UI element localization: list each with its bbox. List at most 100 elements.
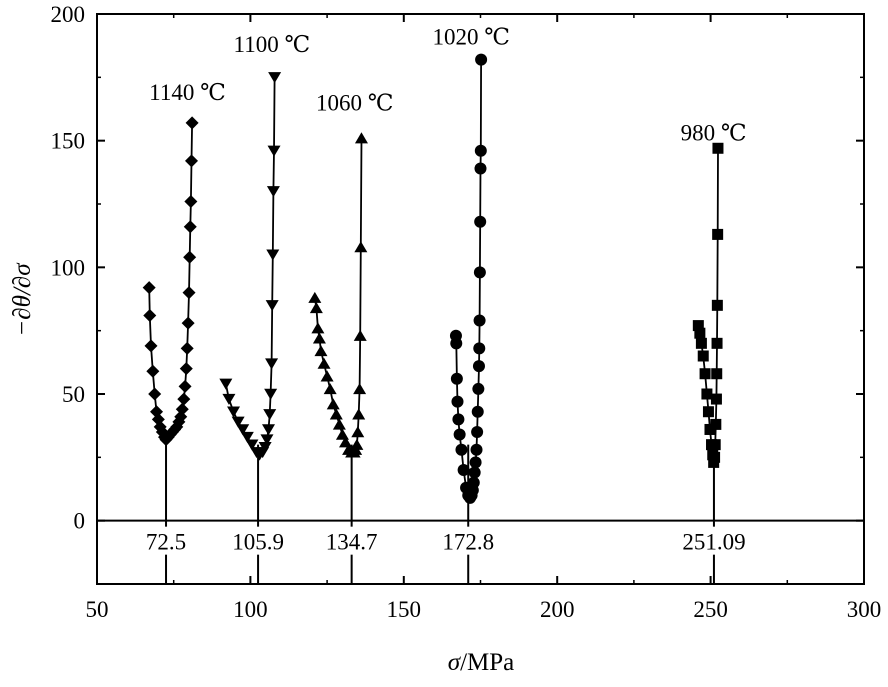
series-square [692,142,724,468]
series-labels: 1140 ℃ 1100 ℃ 1060 ℃ 1020 ℃ 980 ℃ [149,24,746,145]
series-temperature-label: 1060 ℃ [316,90,393,115]
x-axis-unit: /MPa [460,649,514,676]
y-tick-label: 0 [74,509,86,534]
x-tick-label: 300 [847,597,882,622]
triangle-down-marker [222,393,236,405]
critical-stress-label: 172.8 [442,530,494,555]
diamond-marker [175,402,189,416]
diamond-marker [183,220,197,234]
critical-label-bg [224,526,293,555]
square-marker [709,451,721,463]
triangle-down-marker [240,431,254,443]
square-marker [712,228,724,240]
triangle-down-marker [263,409,277,421]
y-tick-label: 50 [62,382,85,407]
triangle-down-marker [266,186,280,198]
square-marker [712,142,724,154]
circle-marker [474,215,487,228]
y-tick-label: 200 [51,2,86,27]
triangle-up-marker [352,408,366,420]
critical-label-bg [679,526,748,555]
circle-marker [452,413,465,426]
critical-label-bg [434,526,503,555]
x-axis-title: σ/MPa [448,649,515,676]
circle-marker [451,395,464,408]
circle-marker [455,443,468,456]
square-marker [710,418,722,430]
diamond-marker [146,364,160,378]
diamond-marker [182,286,196,300]
triangle-up-marker [320,370,334,382]
triangle-up-marker [308,291,322,303]
series-temperature-label: 1140 ℃ [149,80,226,105]
circle-marker [467,476,480,489]
triangle-up-marker [335,428,349,440]
series-triangle-up [308,132,368,458]
circle-marker [471,426,484,438]
diamond-marker [183,250,197,264]
triangle-down-marker [266,249,280,261]
triangle-up-marker [312,332,326,344]
series-temperature-label: 1100 ℃ [234,32,311,57]
circle-marker [475,53,488,66]
triangle-up-marker [311,322,325,334]
critical-label-bg [317,526,386,555]
x-tick-label: 100 [233,597,268,622]
diamond-marker [184,194,198,208]
square-marker [711,299,723,311]
x-axis-symbol: σ [448,649,462,676]
y-tick-label: 150 [51,129,86,154]
series-temperature-label: 1020 ℃ [433,24,510,49]
triangle-down-marker [265,300,279,312]
circle-marker [473,342,486,355]
triangle-down-marker [219,378,233,390]
square-marker [702,406,714,418]
diamond-marker [181,316,195,330]
triangle-down-marker [268,72,282,84]
x-tick-label: 200 [540,597,575,622]
series-line [313,138,363,454]
circle-marker [473,314,486,327]
critical-stress-label: 134.7 [326,530,378,555]
square-marker [711,337,723,349]
circle-marker [471,405,484,418]
diamond-marker [179,362,193,376]
critical-stress-label: 251.09 [682,530,745,555]
critical-stress-label: 72.5 [146,530,186,555]
circle-marker [474,162,487,175]
triangle-up-marker [326,398,340,410]
diamond-marker [177,392,191,406]
circle-marker [469,456,482,469]
triangle-down-marker [245,439,259,451]
diamond-marker [178,379,192,393]
circle-marker [450,372,463,385]
circle-marker [472,382,485,395]
circle-marker [468,466,481,479]
triangle-down-marker [262,424,276,436]
triangle-down-marker [258,442,272,454]
x-axis-ticks: 50 100 150 200 250 300 [86,14,882,622]
series-diamond [142,116,199,447]
square-marker [704,423,716,435]
triangle-up-marker [314,345,328,357]
x-tick-label: 250 [693,597,728,622]
circle-marker [472,360,485,373]
triangle-up-marker [332,418,346,430]
diamond-marker [143,308,157,322]
triangle-up-marker [350,438,364,450]
data-series [142,53,724,504]
series-temperature-label: 980 ℃ [681,121,747,146]
square-marker [699,368,711,380]
series-line [225,77,276,456]
triangle-down-marker [236,424,250,436]
square-marker [694,327,706,339]
x-tick-label: 150 [387,597,422,622]
triangle-down-marker [260,434,274,446]
square-marker [695,337,707,349]
diamond-marker [142,281,156,295]
square-marker [701,388,713,400]
diamond-marker [185,116,199,130]
series-triangle-down [219,72,282,461]
y-axis-title: −∂θ/∂σ [9,262,36,337]
square-marker [692,320,704,332]
